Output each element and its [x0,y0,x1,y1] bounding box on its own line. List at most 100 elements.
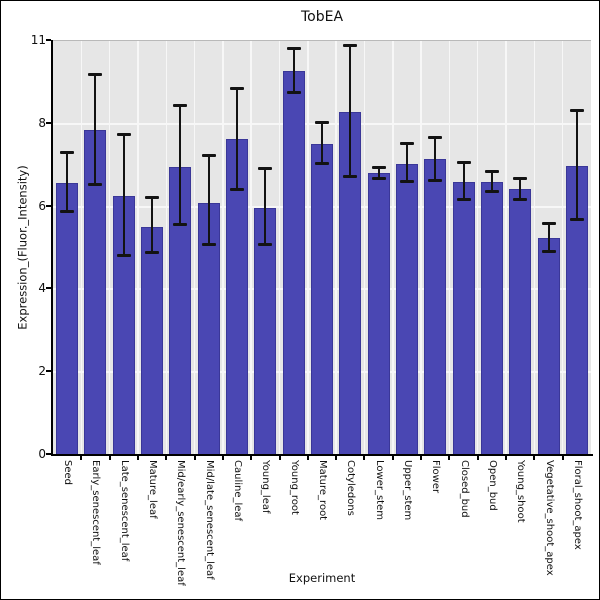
error-bar-cap [258,167,273,170]
v-gridline [561,41,564,455]
error-bar-cap [569,108,584,112]
bar [395,164,418,455]
x-tick-label: Seed [62,460,74,485]
error-bar-cap [173,104,188,108]
x-tick-label: Upper_stem [401,460,413,521]
error-bar-cap [230,187,245,191]
error-bar [349,45,352,177]
x-tick-label: Young_shoot [515,460,527,523]
error-bar [207,155,210,245]
x-tick-mark [108,456,111,460]
error-bar-cap [286,46,301,50]
bar [282,70,305,455]
x-tick-label: Lower_stem [373,460,385,520]
error-bar [264,168,267,245]
error-bar-cap [569,218,584,222]
error-bar [519,178,522,200]
error-bar-cap [258,243,273,247]
x-tick-label: Flower [430,460,442,494]
v-gridline [448,41,451,455]
error-bar-cap [399,142,414,146]
x-tick-mark [533,456,536,460]
x-tick-label: Cauline_leaf [232,460,244,522]
error-bar-cap [116,133,131,137]
error-bar-cap [343,43,358,47]
error-bar [292,48,295,93]
error-bar-cap [286,90,301,94]
error-bar [575,110,578,220]
y-tick-mark [46,204,51,207]
error-bar-cap [456,161,471,165]
x-tick-mark [221,456,224,460]
error-bar-cap [315,162,329,166]
x-tick-mark [448,456,451,460]
x-tick-label: Cotyledons [345,460,357,516]
error-bar-cap [428,136,443,140]
v-gridline [363,41,366,455]
v-gridline [392,41,394,455]
v-gridline [250,41,252,455]
error-bar-cap [230,87,245,91]
error-bar-cap [201,154,216,158]
bar [537,238,560,455]
error-bar-cap [116,253,131,257]
y-tick-mark [46,453,51,455]
v-gridline [476,41,479,455]
error-bar-cap [484,189,499,193]
chart-title: TobEA [300,9,344,25]
error-bar-cap [428,179,443,183]
error-bar [66,152,69,212]
v-gridline [80,41,83,455]
v-gridline [335,41,337,455]
v-gridline [165,41,167,455]
x-tick-label: Early_senescent_leaf [90,460,102,565]
error-bar-cap [60,151,75,155]
bar [367,173,390,455]
x-tick-label: Floral_shoot_apex [571,460,583,550]
y-axis-label: Expression_(Fluor._Intensity) [15,165,30,330]
error-bar-cap [541,249,556,253]
v-gridline [307,41,309,455]
x-tick-mark [335,456,338,460]
y-axis-spine [51,40,53,456]
v-gridline [278,41,281,455]
x-tick-mark [476,456,479,460]
error-bar-cap [371,176,386,180]
error-bar-cap [201,243,216,247]
x-tick-mark [278,456,281,460]
x-axis-spine [51,454,593,456]
y-tick-label: 11 [30,33,46,47]
bar [311,143,333,455]
y-tick-label: 2 [38,364,46,379]
v-gridline [222,41,224,455]
x-tick-mark [80,456,83,460]
x-tick-label: Mature_leaf [147,460,159,519]
x-tick-mark [250,456,253,460]
y-tick-label: 0 [38,447,46,461]
x-tick-label: Vegetative_shoot_apex [543,460,555,576]
error-bar-cap [399,179,414,183]
x-tick-mark [363,456,366,460]
y-tick-mark [46,370,51,373]
error-bar-cap [541,222,556,226]
error-bar-cap [513,197,528,201]
x-tick-mark [391,456,394,460]
error-bar-cap [484,169,499,173]
y-tick-label: 4 [38,281,46,296]
error-bar-cap [173,223,188,227]
x-tick-mark [165,456,168,460]
error-bar-cap [513,176,528,180]
error-bar-cap [145,196,160,200]
error-bar [434,137,437,181]
error-bar [321,122,323,164]
x-tick-label: Open_bud [486,460,498,511]
v-gridline [193,41,196,455]
error-bar-cap [60,210,75,214]
x-tick-label: Closed_bud [458,460,470,518]
error-bar [462,162,465,200]
error-bar-cap [145,251,160,255]
error-bar [94,74,97,185]
error-bar [547,223,550,252]
error-bar [179,105,182,225]
error-bar-cap [343,174,358,178]
